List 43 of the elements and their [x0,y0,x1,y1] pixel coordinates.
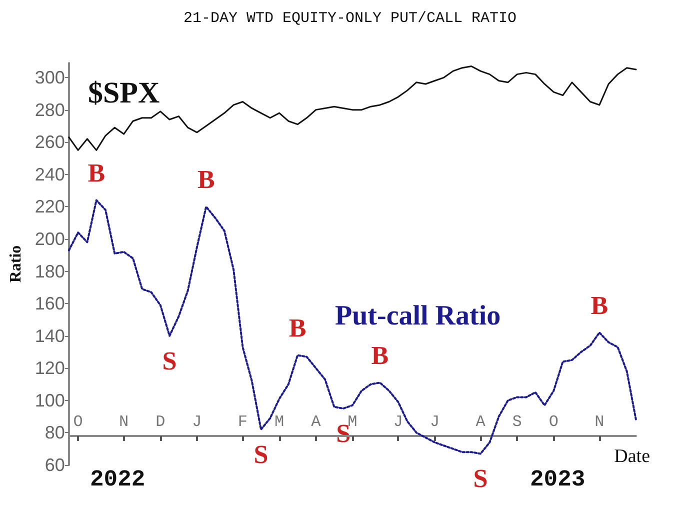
y-tick-label: 260 [34,132,65,152]
y-tick-label: 180 [34,261,65,282]
x-tick-label: A [476,413,486,431]
x-tick-label: D [156,413,166,431]
annotation: S [162,346,177,376]
x-tick-label: S [512,413,522,431]
x-tick-label: M [274,413,284,431]
y-tick-label: 140 [34,326,65,346]
x-tick-label: J [393,413,403,431]
x-axis-title: Date [614,446,650,467]
series-label: $SPX [88,76,160,110]
annotation: B [288,314,306,343]
x-tick-label: A [311,413,322,431]
y-tick-label: 120 [34,358,65,378]
x-tick-label: N [594,413,604,431]
line-series [68,65,637,151]
text: 2023 [530,466,586,492]
y-axis-title: Ratio [8,245,24,283]
annotation: B [371,341,389,370]
x-tick-label: M [348,413,358,431]
y-tick-label: 160 [34,294,65,314]
annotation: B [590,291,608,320]
annotation: S [254,440,268,469]
x-tick-label: O [73,413,83,431]
y-tick-label: 200 [34,228,65,249]
x-tick-label: N [119,413,129,431]
annotation: S [473,464,488,494]
y-tick-label: 220 [34,196,65,217]
y-tick-label: 240 [34,164,65,184]
x-tick-label: J [430,413,440,431]
x-tick-label: F [238,413,248,431]
y-tick-label: 60 [44,455,65,475]
annotation: B [197,165,215,194]
series-label: Put-call Ratio [335,300,501,332]
x-tick-label: O [548,413,558,431]
y-tick-label: 280 [34,100,65,120]
y-tick-label: 300 [34,68,65,88]
text: 2022 [90,466,146,492]
chart-title: 21-DAY WTD EQUITY-ONLY PUT/CALL RATIO [183,10,517,27]
y-tick-label: 100 [34,390,65,410]
annotation: B [88,158,106,188]
x-tick-label: J [192,413,202,431]
y-tick-label: 80 [44,422,65,443]
